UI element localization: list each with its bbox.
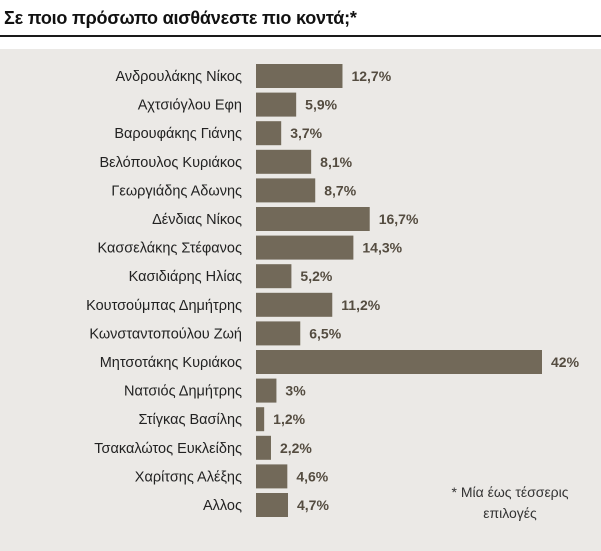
- bar: [256, 235, 354, 260]
- value-label: 14,3%: [362, 240, 402, 256]
- category-label: Στίγκας Βασίλης: [139, 412, 242, 428]
- category-label: Μητσοτάκης Κυριάκος: [100, 355, 242, 371]
- bar: [256, 321, 301, 346]
- chart-title: Σε ποιο πρόσωπο αισθάνεστε πιο κοντά;*: [4, 8, 357, 28]
- category-label: Κασιδιάρης Ηλίας: [129, 269, 242, 285]
- value-label: 4,7%: [297, 497, 329, 513]
- bar: [256, 464, 288, 489]
- category-label: Κουτσούμπας Δημήτρης: [86, 298, 242, 314]
- value-label: 8,7%: [324, 182, 356, 198]
- category-label: Αλλος: [203, 498, 242, 514]
- category-label: Αχτσιόγλου Εφη: [138, 98, 242, 114]
- category-label: Ανδρουλάκης Νίκος: [115, 69, 242, 85]
- value-label: 1,2%: [273, 411, 305, 427]
- bar: [256, 378, 277, 403]
- category-label: Βελόπουλος Κυριάκος: [99, 155, 242, 171]
- value-label: 4,6%: [296, 468, 328, 484]
- category-label: Κασσελάκης Στέφανος: [97, 241, 242, 257]
- value-label: 3%: [285, 383, 306, 399]
- value-label: 12,7%: [351, 68, 391, 84]
- value-label: 2,2%: [280, 440, 312, 456]
- category-label: Δένδιας Νίκος: [152, 212, 242, 228]
- value-label: 8,1%: [320, 154, 352, 170]
- value-label: 5,2%: [300, 268, 332, 284]
- value-label: 16,7%: [379, 211, 419, 227]
- category-label: Νατσιός Δημήτρης: [124, 384, 242, 400]
- bar: [256, 178, 316, 203]
- footnote: * Μία έως τέσσερις επιλογές: [430, 482, 590, 524]
- header-bar: Σε ποιο πρόσωπο αισθάνεστε πιο κοντά;*: [0, 0, 601, 37]
- category-label: Κωνσταντοπούλου Ζωή: [89, 326, 242, 342]
- value-label: 11,2%: [341, 297, 380, 313]
- footnote-line-2: επιλογές: [483, 505, 537, 521]
- bar: [256, 407, 265, 432]
- bar: [256, 64, 343, 88]
- bar: [256, 493, 289, 517]
- value-label: 3,7%: [290, 125, 322, 141]
- category-label: Βαρουφάκης Γιάνης: [114, 126, 242, 142]
- category-label: Χαρίτσης Αλέξης: [135, 469, 242, 485]
- bar: [256, 207, 370, 231]
- bar: [256, 92, 297, 117]
- bar: [256, 121, 282, 146]
- bar: [256, 435, 271, 460]
- category-label: Γεωργιάδης Αδωνης: [111, 183, 242, 199]
- value-label: 5,9%: [305, 97, 337, 113]
- category-label: Τσακαλώτος Ευκλείδης: [94, 441, 242, 457]
- value-label: 42%: [551, 354, 580, 370]
- bar: [256, 350, 542, 374]
- bar: [256, 264, 292, 289]
- footnote-line-1: * Μία έως τέσσερις: [451, 484, 569, 500]
- value-label: 6,5%: [309, 325, 341, 341]
- bar: [256, 292, 333, 317]
- bar: [256, 149, 312, 174]
